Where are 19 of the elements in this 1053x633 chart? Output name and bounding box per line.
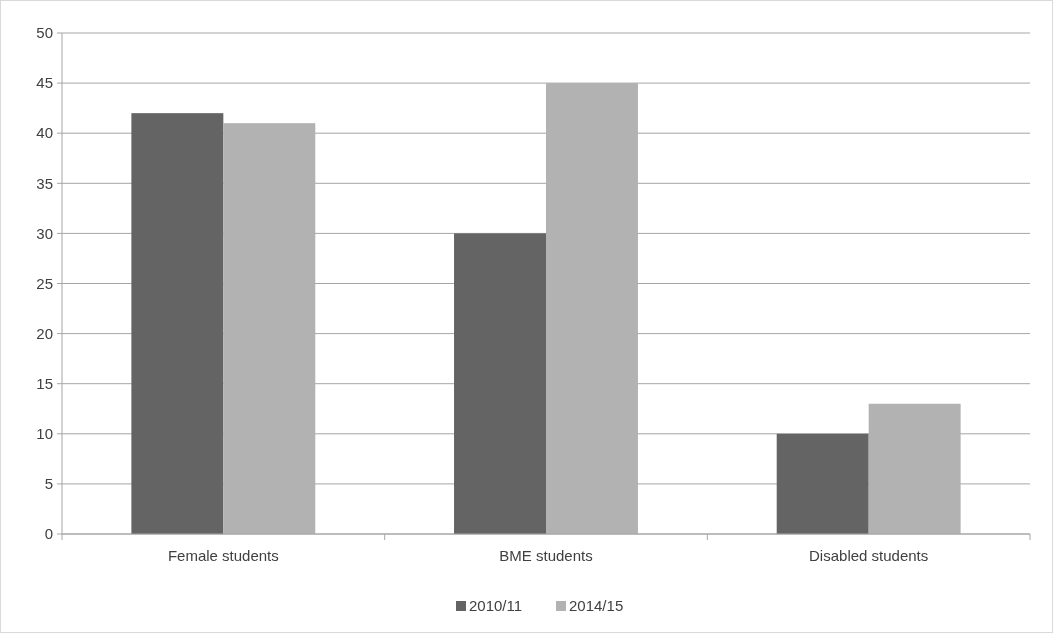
y-tick-label: 15 [36,374,53,392]
y-tick-label: 45 [36,74,53,92]
y-tick-label: 25 [36,274,53,292]
y-tick-label: 10 [36,425,53,443]
bar [776,433,869,534]
legend-label: 2010/11 [469,597,523,615]
x-tick-label: Disabled students [809,547,929,564]
y-tick-label: 5 [44,475,53,493]
y-tick-label: 50 [36,24,53,42]
legend-label: 2014/15 [569,597,624,615]
y-tick-label: 35 [36,174,53,192]
y-tick-label: 40 [36,124,53,142]
bar [131,113,224,534]
y-tick-label: 20 [36,324,53,342]
bar [454,233,546,534]
x-tick-label: Female students [167,547,279,564]
x-tick-label: BME students [499,547,593,564]
y-tick-label: 0 [44,525,53,543]
y-tick-label: 30 [36,224,53,242]
